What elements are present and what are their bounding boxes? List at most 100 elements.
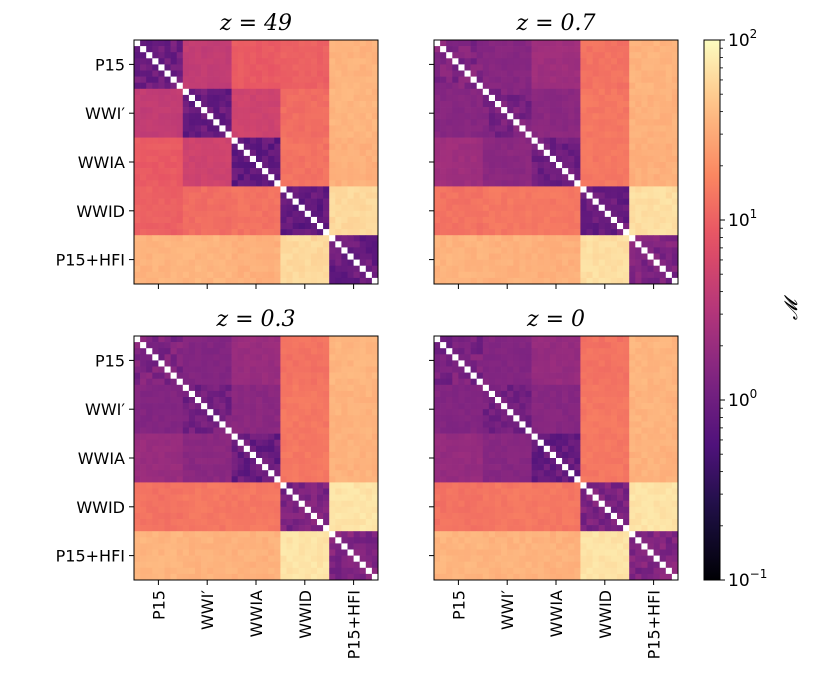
heatmap-cell <box>434 125 441 132</box>
heatmap-cell <box>317 174 324 181</box>
heatmap-cell <box>195 482 202 489</box>
heatmap-cell <box>537 94 545 102</box>
heatmap-cell <box>353 464 361 471</box>
heatmap-cell <box>574 174 581 181</box>
heatmap-cell <box>164 271 171 279</box>
heatmap-cell <box>353 421 361 428</box>
heatmap-cell <box>513 342 520 349</box>
heatmap-cell <box>237 52 245 59</box>
heatmap-cell <box>531 192 539 199</box>
x-tick-label: P15+HFI <box>345 590 364 659</box>
heatmap-cell <box>304 40 312 47</box>
heatmap-cell <box>329 348 336 355</box>
heatmap-cell <box>256 204 263 212</box>
heatmap-cell <box>592 253 600 260</box>
heatmap-cell <box>268 567 275 575</box>
heatmap-cell <box>170 174 178 181</box>
heatmap-cell <box>310 384 318 392</box>
heatmap-cell <box>310 46 318 53</box>
heatmap-cell <box>231 40 239 47</box>
heatmap-cell <box>207 506 214 514</box>
heatmap-cell <box>647 192 654 199</box>
heatmap-cell <box>286 360 293 367</box>
heatmap-cell <box>359 336 367 343</box>
heatmap-cell <box>195 409 202 416</box>
heatmap-cell <box>359 390 367 398</box>
heatmap-cell <box>365 464 373 471</box>
heatmap-cell <box>249 500 257 508</box>
heatmap-cell <box>629 107 636 114</box>
heatmap-cell <box>531 76 539 84</box>
heatmap-cell <box>310 131 318 138</box>
heatmap-cell <box>440 58 447 65</box>
heatmap-cell <box>458 354 465 361</box>
heatmap-cell <box>659 88 667 96</box>
heatmap-cell <box>195 82 202 90</box>
heatmap-cell <box>365 360 373 367</box>
heatmap-cell <box>476 259 484 267</box>
heatmap-cell <box>341 494 348 502</box>
heatmap-cell <box>256 137 263 145</box>
heatmap-cell <box>586 143 593 151</box>
heatmap-cell <box>298 500 306 508</box>
heatmap-cell <box>488 174 496 181</box>
heatmap-cell <box>164 567 171 575</box>
heatmap-cell <box>256 125 263 132</box>
heatmap-cell <box>568 143 575 151</box>
heatmap-cell <box>249 573 257 581</box>
heatmap-cell <box>665 40 673 47</box>
heatmap-cell <box>243 567 251 575</box>
heatmap-cell <box>365 543 373 550</box>
heatmap-cell <box>574 259 581 267</box>
heatmap-cell <box>470 76 478 84</box>
heatmap-cell <box>182 439 190 447</box>
heatmap-cell <box>213 204 220 212</box>
heatmap-cell <box>574 223 581 230</box>
heatmap-cell <box>237 186 245 193</box>
heatmap-cell <box>146 168 153 175</box>
heatmap-cell <box>195 241 202 248</box>
heatmap-cell <box>237 525 245 532</box>
heatmap-cell <box>353 525 361 532</box>
heatmap-cell <box>225 372 232 380</box>
heatmap-cell <box>440 216 447 224</box>
heatmap-cell <box>495 101 502 108</box>
heatmap-cell <box>188 372 196 380</box>
heatmap-cell <box>592 64 600 71</box>
heatmap-cell <box>629 119 636 126</box>
heatmap-cell <box>170 241 178 248</box>
heatmap-cell <box>641 88 648 96</box>
heatmap-cell <box>176 372 184 380</box>
heatmap-cell <box>470 46 478 53</box>
heatmap-cell <box>146 451 153 459</box>
heatmap-cell <box>440 271 447 279</box>
heatmap-cell <box>201 421 208 428</box>
heatmap-cell <box>647 58 654 65</box>
heatmap-cell <box>286 174 293 181</box>
heatmap-cell <box>219 70 226 77</box>
heatmap-cell <box>335 342 342 349</box>
heatmap-cell <box>274 131 281 138</box>
heatmap-cell <box>274 186 281 193</box>
heatmap-cell <box>219 360 226 367</box>
heatmap-cell <box>317 421 324 428</box>
heatmap-cell <box>341 348 348 355</box>
heatmap-cell <box>140 107 147 114</box>
heatmap-cell <box>170 149 178 157</box>
heatmap-cell <box>207 125 214 132</box>
heatmap-cell <box>371 241 379 248</box>
heatmap-cell <box>329 488 336 495</box>
heatmap-cell <box>158 384 165 392</box>
heatmap-cell <box>195 537 202 544</box>
heatmap-cell <box>476 354 484 361</box>
heatmap-cell <box>653 162 661 169</box>
heatmap-cell <box>274 464 281 471</box>
heatmap-cell <box>207 476 214 483</box>
heatmap-cell <box>262 360 269 367</box>
heatmap-cell <box>329 427 336 434</box>
heatmap-cell <box>604 336 612 343</box>
heatmap-cell <box>562 277 569 285</box>
heatmap-cell <box>256 451 263 459</box>
heatmap-cell <box>219 76 226 84</box>
heatmap-cell <box>531 52 539 59</box>
